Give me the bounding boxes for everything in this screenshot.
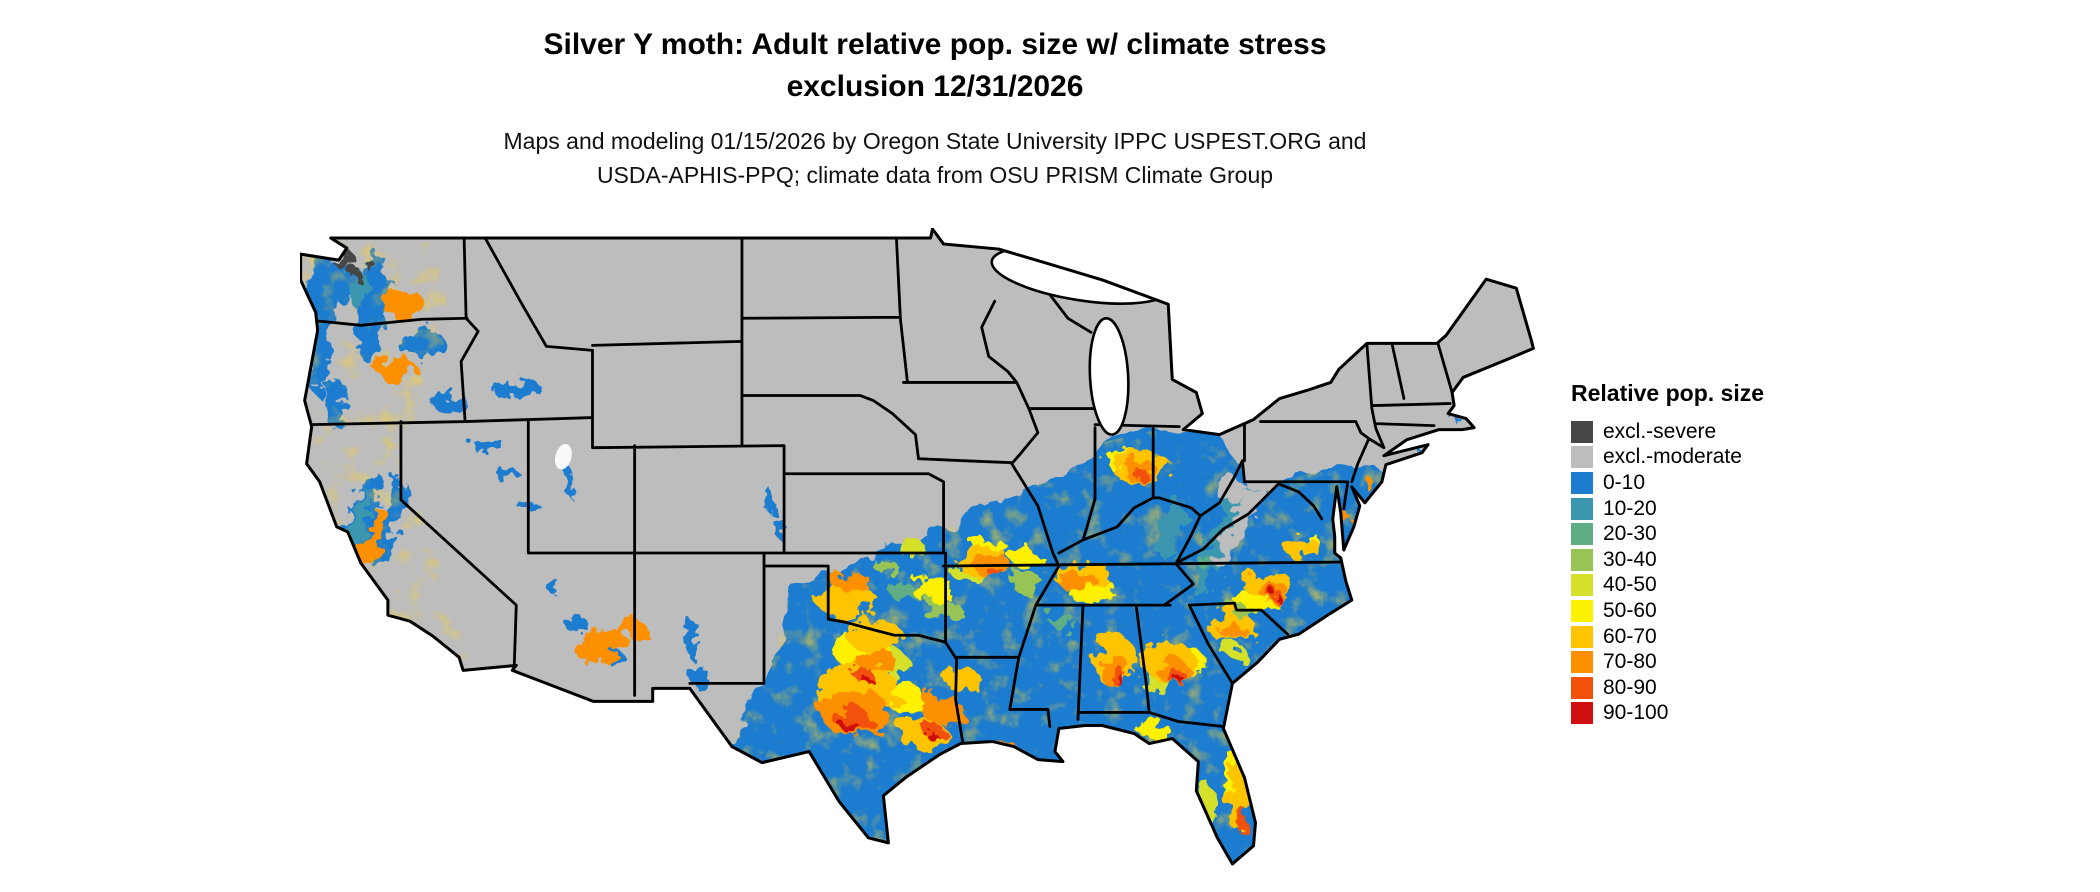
legend-item: excl.-severe bbox=[1571, 419, 1764, 445]
map-title-line1: Silver Y moth: Adult relative pop. size … bbox=[543, 28, 1327, 61]
legend-swatch-70-80 bbox=[1571, 651, 1593, 674]
legend-swatch-50-60 bbox=[1571, 599, 1593, 622]
legend-label: 50-60 bbox=[1603, 598, 1657, 622]
map-title-line2: exclusion 12/31/2026 bbox=[786, 70, 1084, 103]
legend-swatch-0-10 bbox=[1571, 471, 1593, 494]
map-subtitle: Maps and modeling 01/15/2026 by Oregon S… bbox=[0, 124, 1870, 192]
legend-item: 60-70 bbox=[1571, 624, 1764, 650]
legend-swatch-30-40 bbox=[1571, 548, 1593, 571]
legend-swatch-80-90 bbox=[1571, 676, 1593, 699]
great-salt-lake bbox=[554, 443, 572, 470]
legend-label: excl.-severe bbox=[1603, 419, 1717, 443]
legend-label: 20-30 bbox=[1603, 522, 1657, 546]
map-land bbox=[300, 229, 1534, 864]
map-legend: Relative pop. size excl.-severe excl.-mo… bbox=[1571, 380, 1764, 726]
us-map bbox=[300, 228, 1535, 866]
layer-20-30 bbox=[888, 557, 1219, 630]
legend-swatch-40-50 bbox=[1571, 574, 1593, 597]
legend-label: 80-90 bbox=[1603, 675, 1657, 699]
legend-item: 0-10 bbox=[1571, 470, 1764, 496]
us-outline bbox=[300, 228, 1535, 866]
legend-item: 70-80 bbox=[1571, 649, 1764, 675]
legend-label: 0-10 bbox=[1603, 470, 1646, 494]
map-subtitle-line1: Maps and modeling 01/15/2026 by Oregon S… bbox=[503, 128, 1367, 154]
legend-label: 10-20 bbox=[1603, 496, 1657, 520]
lake-michigan bbox=[1088, 317, 1130, 436]
state-borders bbox=[309, 236, 1454, 743]
layer-90-100 bbox=[841, 590, 1278, 739]
legend-swatch-20-30 bbox=[1571, 523, 1593, 546]
figure-header: Silver Y moth: Adult relative pop. size … bbox=[0, 24, 1870, 192]
legend-item: 80-90 bbox=[1571, 675, 1764, 701]
legend-title: Relative pop. size bbox=[1571, 380, 1765, 406]
legend-label: 60-70 bbox=[1603, 624, 1657, 648]
legend-item: 10-20 bbox=[1571, 496, 1764, 522]
legend-label: 70-80 bbox=[1603, 650, 1657, 674]
legend-swatch-excl-severe bbox=[1571, 420, 1593, 443]
legend-label: 30-40 bbox=[1603, 547, 1657, 571]
legend-item: 90-100 bbox=[1571, 701, 1764, 727]
legend-swatch-90-100 bbox=[1571, 702, 1593, 725]
legend-label: 40-50 bbox=[1603, 573, 1657, 597]
legend-item: 20-30 bbox=[1571, 521, 1764, 547]
legend-label: excl.-moderate bbox=[1603, 445, 1742, 469]
legend-item: 50-60 bbox=[1571, 598, 1764, 624]
legend-item: 40-50 bbox=[1571, 573, 1764, 599]
legend-swatch-10-20 bbox=[1571, 497, 1593, 520]
legend-label: 90-100 bbox=[1603, 701, 1669, 725]
map-subtitle-line2: USDA-APHIS-PPQ; climate data from OSU PR… bbox=[596, 162, 1274, 188]
legend-item: 30-40 bbox=[1571, 547, 1764, 573]
legend-swatch-excl-moderate bbox=[1571, 446, 1593, 469]
legend-swatch-60-70 bbox=[1571, 625, 1593, 648]
legend-item: excl.-moderate bbox=[1571, 445, 1764, 471]
